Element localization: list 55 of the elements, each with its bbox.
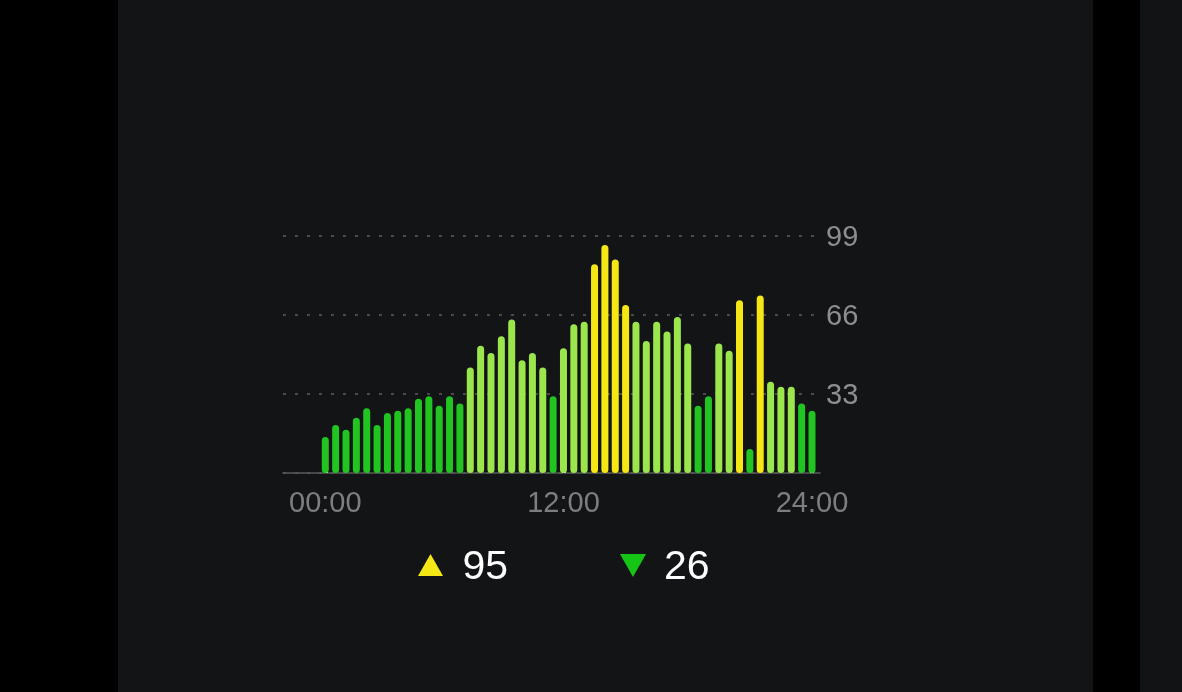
bar <box>394 410 402 473</box>
x-tick-label: 00:00 <box>289 485 362 518</box>
bar <box>373 425 381 473</box>
bar <box>591 264 599 473</box>
bar <box>787 386 795 473</box>
bar <box>497 336 505 473</box>
bar <box>601 245 609 473</box>
bar <box>352 417 360 473</box>
bar <box>725 350 733 473</box>
bar <box>704 396 712 473</box>
bar <box>383 413 391 473</box>
x-tick-label: 12:00 <box>527 485 600 518</box>
bar <box>756 295 764 473</box>
text: 95 <box>462 541 508 590</box>
bar <box>528 353 536 473</box>
bar <box>549 396 557 473</box>
bar <box>321 437 329 473</box>
bar <box>736 300 744 473</box>
bar <box>622 305 630 473</box>
x-tick-label: 24:00 <box>775 485 849 518</box>
bar <box>425 396 433 473</box>
bar <box>435 405 443 473</box>
bar <box>508 319 516 473</box>
y-tick-label: 66 <box>826 298 859 331</box>
bar <box>404 408 412 473</box>
bar <box>539 367 547 473</box>
bar <box>653 321 661 473</box>
bar <box>663 331 671 473</box>
bar <box>777 386 785 473</box>
text: 26 <box>664 541 710 590</box>
bar <box>715 343 723 473</box>
bar <box>446 396 454 473</box>
bar <box>808 410 816 473</box>
bar <box>415 398 422 473</box>
bar <box>767 381 775 473</box>
bar <box>466 367 474 473</box>
bar <box>798 403 806 473</box>
bar <box>684 343 692 473</box>
bar <box>332 425 340 473</box>
bar <box>694 405 702 473</box>
bar <box>518 360 526 473</box>
bar <box>363 408 371 473</box>
bar <box>477 345 485 473</box>
y-tick-label: 99 <box>826 219 859 252</box>
bar <box>642 341 650 473</box>
bar <box>559 348 567 473</box>
bar <box>342 429 350 473</box>
bar <box>570 324 578 473</box>
bar <box>487 353 495 473</box>
bar <box>456 403 464 473</box>
bar <box>611 259 619 473</box>
y-tick-label: 33 <box>826 377 859 410</box>
bar <box>580 321 588 473</box>
bar <box>632 321 640 473</box>
bar <box>673 317 681 473</box>
